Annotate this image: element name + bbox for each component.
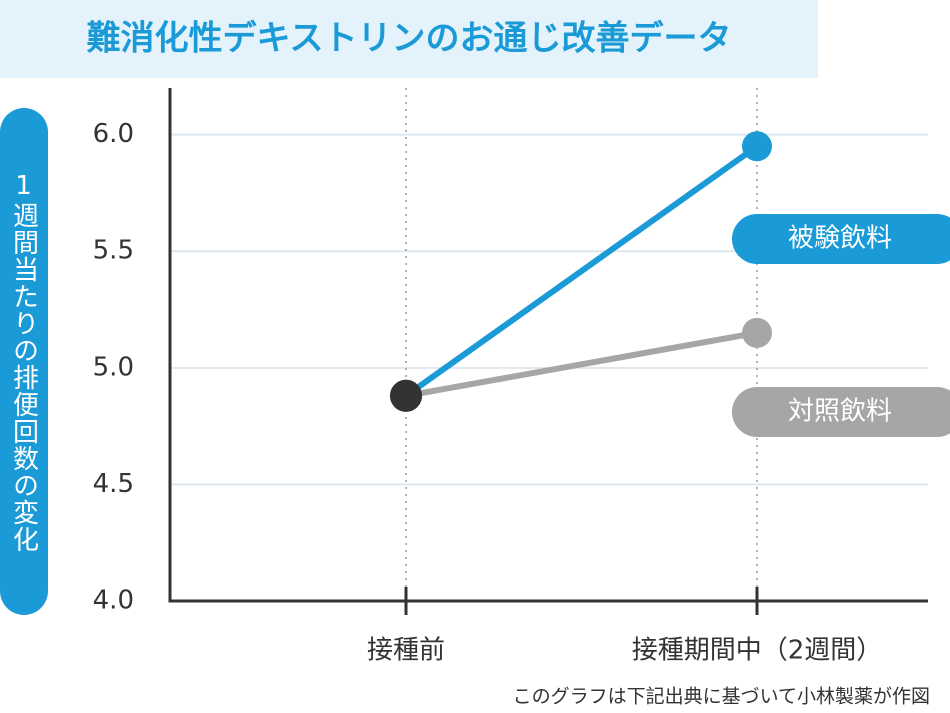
footnote: このグラフは下記出典に基づいて小林製薬が作図 bbox=[513, 686, 930, 708]
y-tick-label: 5.0 bbox=[93, 352, 134, 382]
legend-pill bbox=[732, 387, 950, 437]
y-axis-label: 1週間当たりの排便回数の変化 bbox=[0, 108, 48, 615]
y-tick-label: 6.0 bbox=[93, 119, 134, 149]
x-tick-label: 接種期間中（2週間） bbox=[632, 636, 883, 666]
y-tick-label: 4.0 bbox=[93, 586, 134, 616]
legend-pill bbox=[732, 214, 950, 264]
x-tick-label: 接種前 bbox=[367, 636, 445, 666]
data-point bbox=[742, 317, 772, 348]
y-tick-label: 5.5 bbox=[93, 236, 134, 266]
series-line bbox=[404, 143, 759, 399]
series-line bbox=[405, 329, 758, 399]
data-point bbox=[742, 131, 772, 162]
legend-label: 被験飲料 bbox=[788, 224, 892, 254]
chart-title: 難消化性デキストリンのお通じ改善データ bbox=[87, 19, 732, 59]
title-banner bbox=[0, 0, 818, 78]
y-tick-label: 4.5 bbox=[93, 469, 134, 499]
legend-label: 対照飲料 bbox=[788, 397, 892, 427]
data-point bbox=[390, 379, 422, 412]
